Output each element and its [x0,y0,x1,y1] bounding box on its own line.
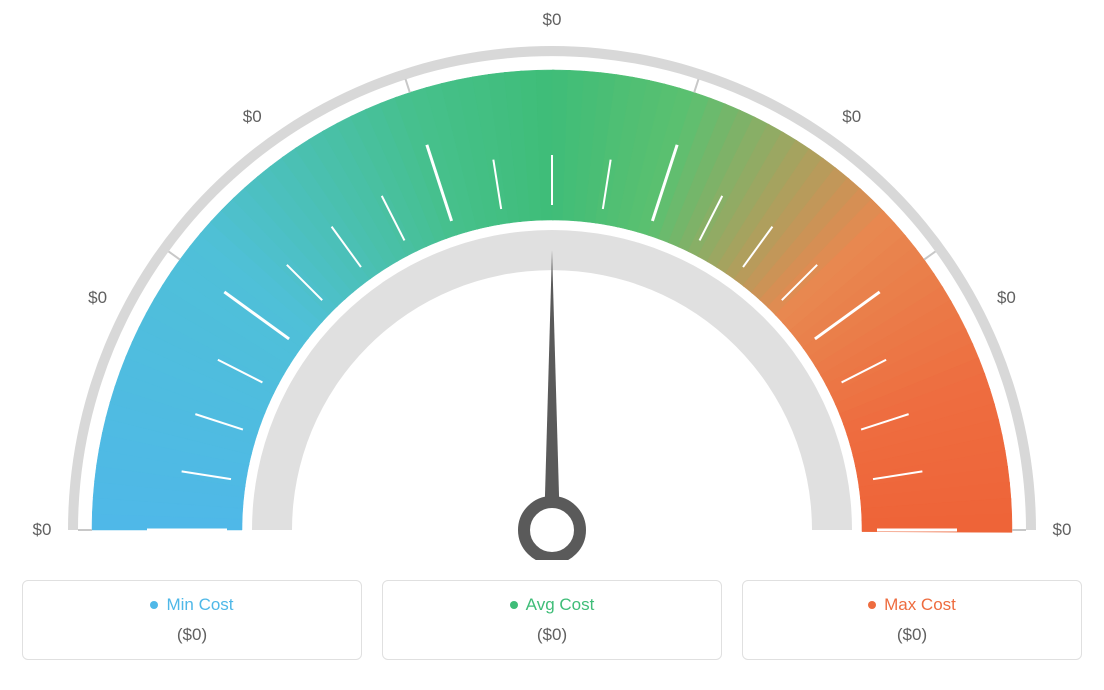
gauge-svg [22,20,1082,560]
legend-min-label: Min Cost [166,595,233,615]
gauge-scale-label: $0 [1053,520,1072,540]
legend-max-card: Max Cost ($0) [742,580,1082,660]
legend-min-card: Min Cost ($0) [22,580,362,660]
legend-min-value: ($0) [33,625,351,645]
legend-min-dot [150,601,158,609]
gauge-scale-label: $0 [243,107,262,127]
legend-max-label: Max Cost [884,595,956,615]
legend-avg-card: Avg Cost ($0) [382,580,722,660]
legend-max-dot [868,601,876,609]
legend-min-label-wrap: Min Cost [150,595,233,615]
gauge-scale-label: $0 [842,107,861,127]
gauge-chart: $0$0$0$0$0$0$0 [22,20,1082,560]
legend-avg-label-wrap: Avg Cost [510,595,595,615]
gauge-scale-label: $0 [543,10,562,30]
legend-avg-label: Avg Cost [526,595,595,615]
legend-row: Min Cost ($0) Avg Cost ($0) Max Cost ($0… [22,580,1082,660]
legend-max-value: ($0) [753,625,1071,645]
legend-avg-dot [510,601,518,609]
legend-max-label-wrap: Max Cost [868,595,956,615]
legend-avg-value: ($0) [393,625,711,645]
gauge-scale-label: $0 [33,520,52,540]
gauge-scale-label: $0 [997,288,1016,308]
gauge-scale-label: $0 [88,288,107,308]
